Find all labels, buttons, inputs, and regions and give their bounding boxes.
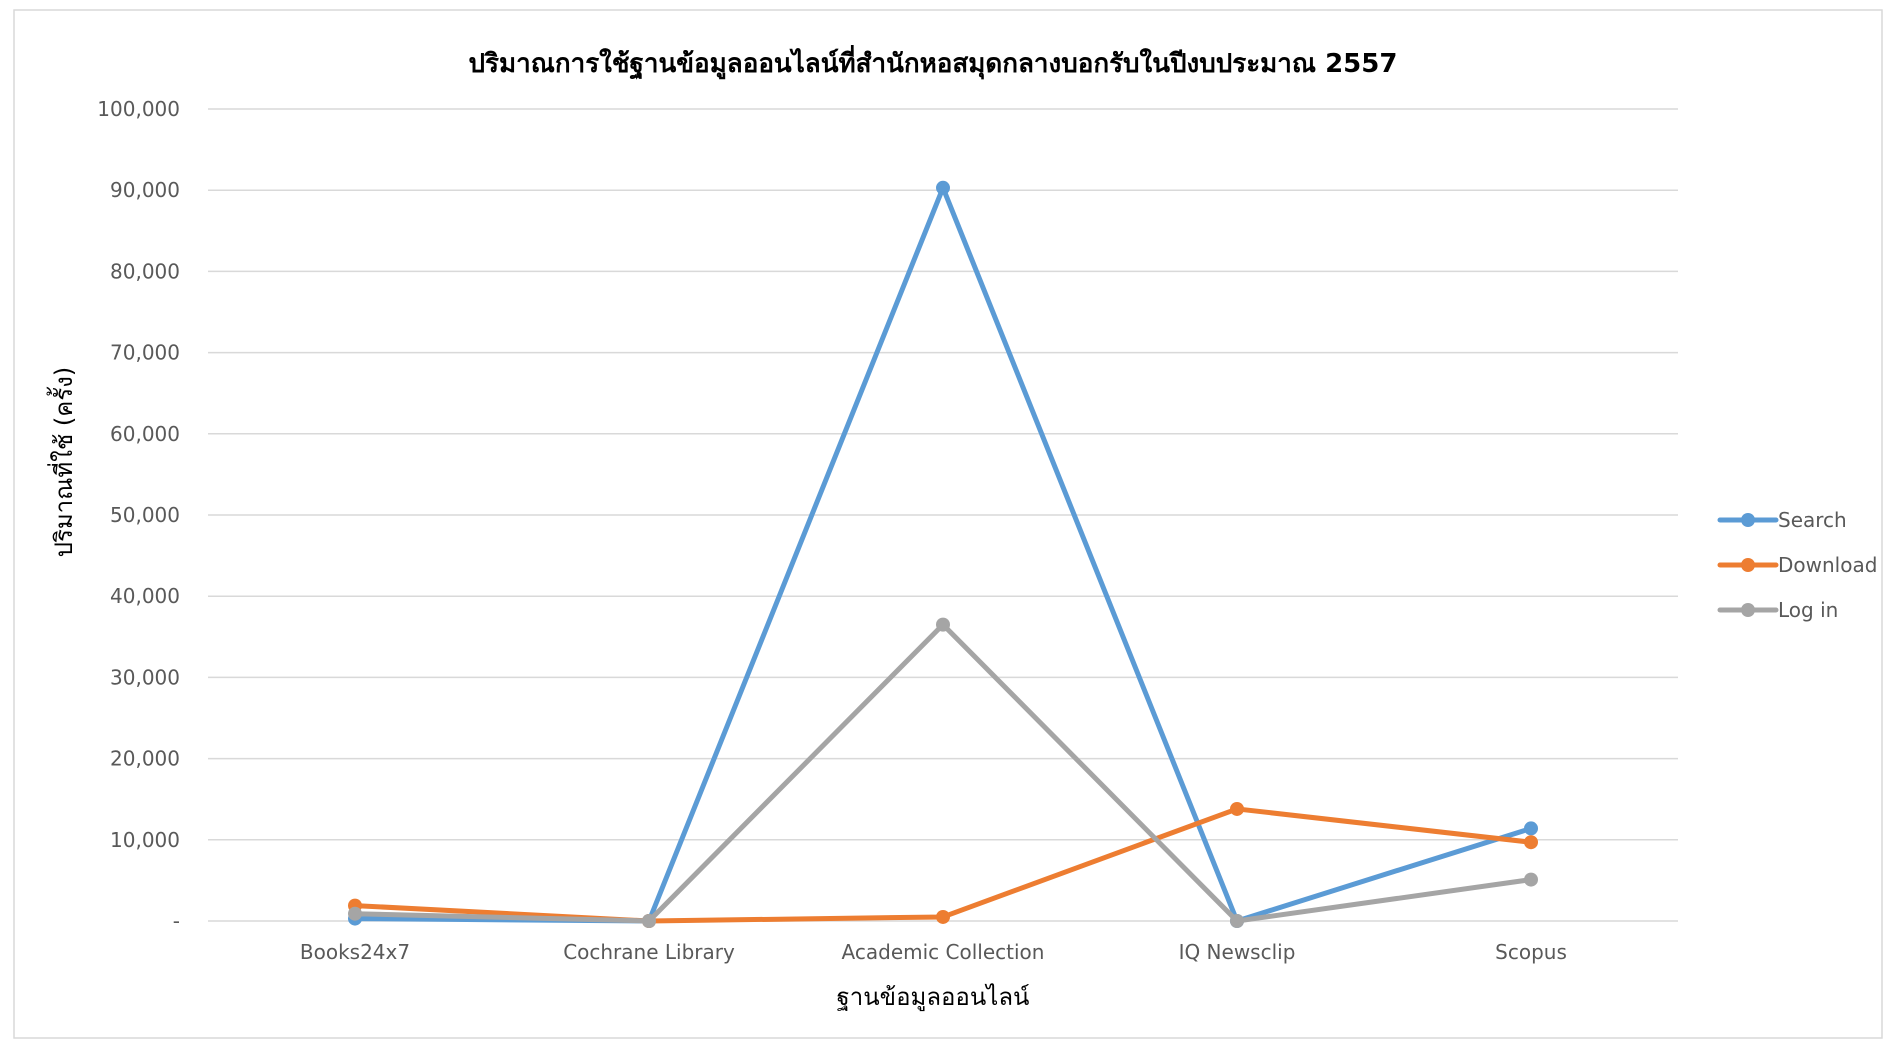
x-axis-categories: Books24x7 Cochrane Library Academic Collec… [300, 940, 1567, 964]
chart-title: ปริมาณการใช้ฐานข้อมูลออนไลน์ที่สำนักหอสม… [469, 44, 1398, 81]
y-tick-label: 20,000 [110, 747, 180, 771]
y-tick-label: 40,000 [110, 584, 180, 608]
x-category-label: Academic Collection [842, 940, 1045, 964]
series-log-in [348, 617, 1538, 928]
legend-item: Log in [1717, 598, 1838, 622]
data-point [936, 617, 950, 632]
x-category-label: Books24x7 [300, 940, 410, 964]
legend-item: Download [1717, 553, 1877, 577]
y-tick-label: 80,000 [110, 259, 180, 283]
legend-label: Log in [1778, 598, 1838, 622]
data-point [936, 909, 950, 924]
y-tick-label: 30,000 [110, 665, 180, 689]
data-point [1230, 801, 1244, 816]
data-point [1524, 835, 1538, 850]
data-point [642, 914, 656, 928]
x-category-label: IQ Newsclip [1179, 940, 1296, 964]
y-tick-label: 100,000 [97, 97, 180, 121]
y-tick-label: 50,000 [110, 503, 180, 527]
data-point [1524, 872, 1538, 887]
legend: Search Download Log in [1717, 508, 1877, 622]
y-axis-ticks: - 10,000 20,000 30,000 40,000 50,000 60,000 70,… [97, 97, 180, 933]
y-tick-label: 70,000 [110, 341, 180, 365]
legend-swatch-marker [1741, 513, 1755, 527]
data-point [1524, 821, 1538, 836]
x-category-label: Cochrane Library [563, 940, 735, 964]
y-tick-label: 60,000 [110, 422, 180, 446]
y-tick-label: 90,000 [110, 178, 180, 202]
data-point [348, 906, 362, 921]
x-axis-title: ฐานข้อมูลออนไลน์ [837, 983, 1030, 1012]
legend-swatch-marker [1741, 603, 1755, 617]
y-tick-label: 10,000 [110, 828, 180, 852]
y-tick-label: - [173, 909, 180, 933]
legend-item: Search [1717, 508, 1847, 532]
legend-label: Search [1778, 508, 1847, 532]
data-point [936, 180, 950, 195]
gridlines [208, 108, 1678, 922]
legend-swatch-marker [1741, 558, 1755, 572]
y-axis-title: ปริมาณที่ใช้ (ครั้ง) [46, 367, 78, 558]
x-category-label: Scopus [1495, 940, 1567, 964]
data-point [1230, 914, 1244, 928]
legend-label: Download [1778, 553, 1877, 577]
series-lines [348, 180, 1538, 928]
chart-border [13, 9, 1883, 1039]
